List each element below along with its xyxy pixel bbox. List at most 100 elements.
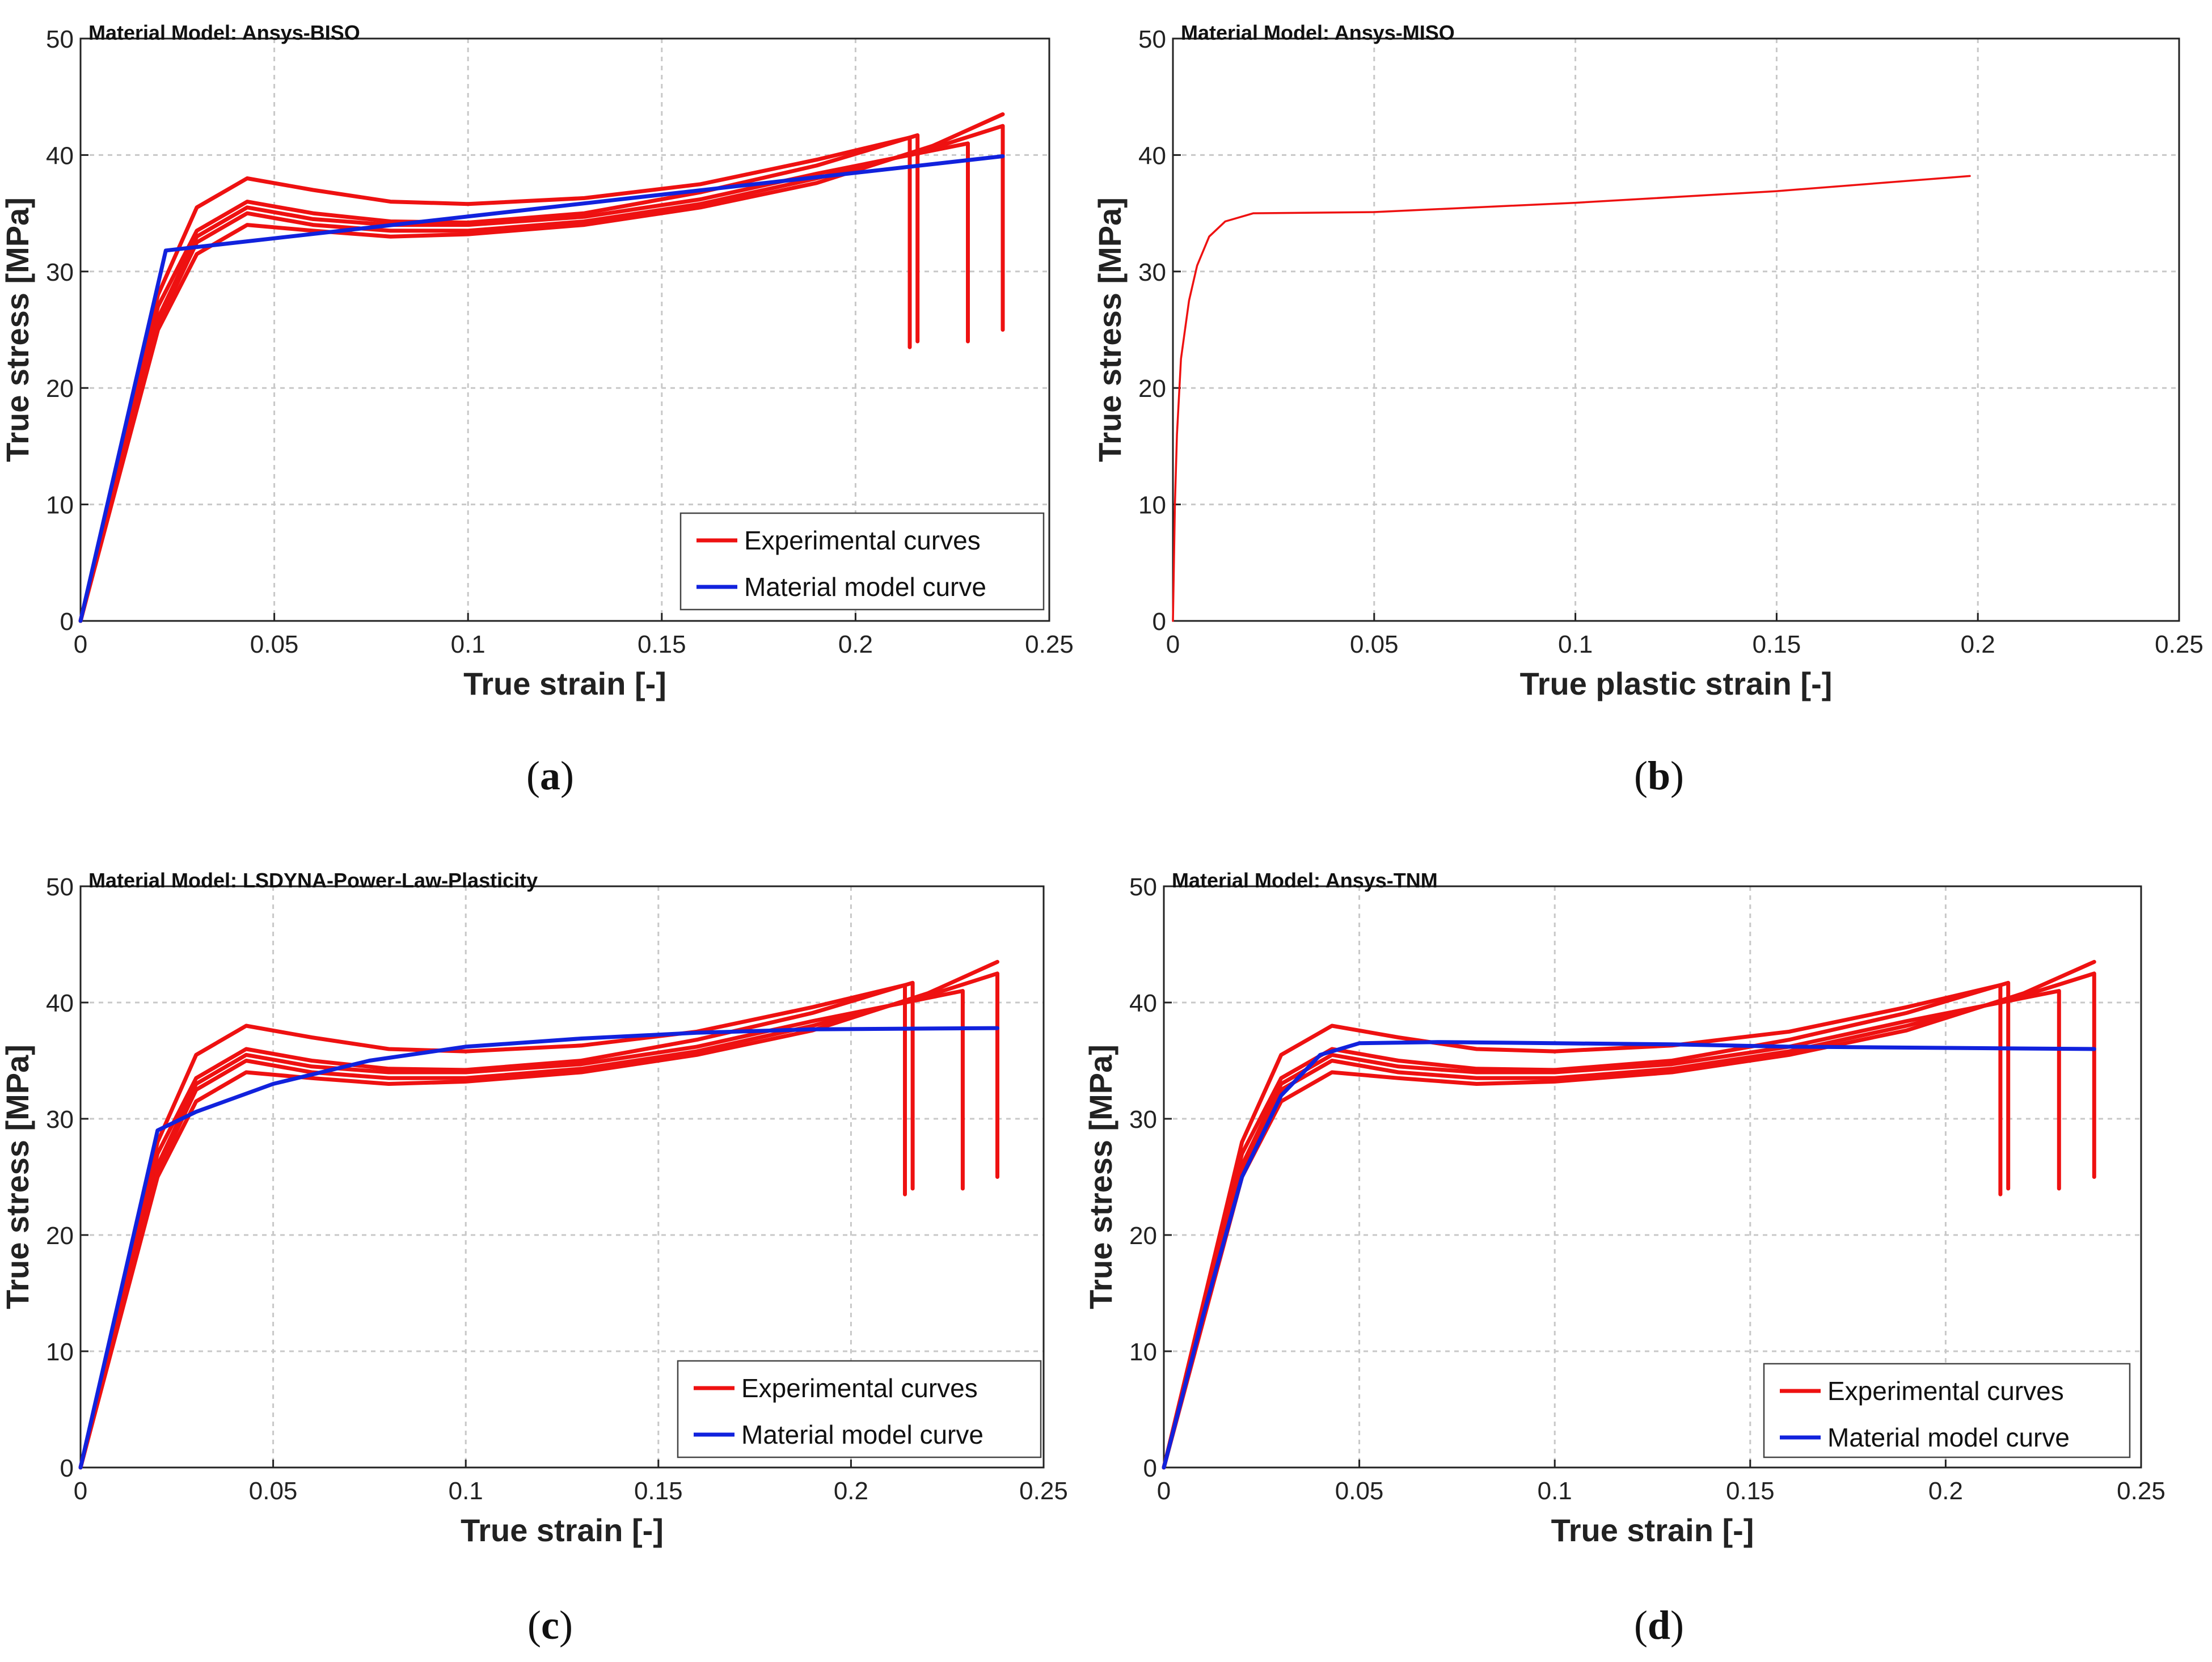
- y-tick-label: 20: [46, 1222, 74, 1250]
- axes-frame: [79, 885, 1045, 1469]
- y-tick-label: 50: [1129, 873, 1157, 901]
- x-tick-label: 0.05: [1350, 631, 1399, 658]
- caption-a: (a): [526, 753, 574, 798]
- x-tick-label: 0.1: [451, 631, 486, 658]
- y-tick-label: 40: [46, 989, 74, 1017]
- legend-label-experimental-curves: Experimental curves: [1827, 1376, 2064, 1406]
- x-tick-label: 0.15: [634, 1477, 683, 1505]
- y-tick-label: 10: [46, 1338, 74, 1366]
- series-model-curve: [78, 1026, 999, 1470]
- x-tick-label: 0.15: [1726, 1477, 1775, 1505]
- series-experimental-curve-4: [1162, 971, 2096, 1470]
- x-tick-label: 0.05: [249, 1477, 298, 1505]
- series-model-curve: [78, 154, 1005, 623]
- series-experimental-curve-1: [78, 983, 907, 1470]
- y-tick-label: 0: [60, 1454, 74, 1482]
- y-tick-label: 40: [1138, 142, 1166, 170]
- x-tick-label: 0: [1157, 1477, 1171, 1505]
- series-model-curve: [1162, 1040, 2096, 1470]
- caption-c: (c): [527, 1602, 573, 1648]
- y-tick-label: 20: [1129, 1222, 1157, 1250]
- legend-box: [679, 512, 1045, 611]
- caption-d: (d): [1634, 1602, 1684, 1648]
- y-tick-label: 30: [1129, 1106, 1157, 1134]
- panel-a: 0 0.05 0.1 0.15 0.2 0.25 0 10 20 30 40 50 Material M…: [0, 21, 1074, 701]
- y-tick-label: 10: [1138, 492, 1166, 519]
- y-tick-label: 40: [1129, 989, 1157, 1017]
- chart-title: Material Model: Ansys-TNM: [1172, 869, 1438, 892]
- plot-area: [1173, 39, 2179, 621]
- y-axis-label: True stress [MPa]: [1083, 1044, 1118, 1309]
- panel-b: 0 0.05 0.1 0.15 0.2 0.25 0 10 20 30 40 50 Material M…: [1092, 21, 2203, 701]
- legend-box: [677, 1360, 1042, 1458]
- x-tick-label: 0: [74, 631, 87, 658]
- axes-frame: [1172, 37, 2180, 622]
- x-tick-label: 0.05: [1335, 1477, 1384, 1505]
- y-tick-label: 50: [1138, 26, 1166, 53]
- legend-label-experimental-curves: Experimental curves: [741, 1373, 978, 1403]
- y-tick-label: 50: [46, 26, 74, 53]
- panel-c: 0 0.05 0.1 0.15 0.2 0.25 0 10 20 30 40 50 Material M…: [0, 869, 1068, 1548]
- legend: Experimental curves Material model curve: [1763, 1363, 2131, 1458]
- x-tick-label: 0.1: [449, 1477, 483, 1505]
- legend-box: [1763, 1363, 2131, 1458]
- y-axis-label: True stress [MPa]: [0, 1044, 35, 1309]
- x-tick-label: 0.15: [638, 631, 686, 658]
- caption-b: (b): [1634, 753, 1684, 798]
- y-axis-label: True stress [MPa]: [1092, 197, 1128, 462]
- x-tick-label: 0.2: [1928, 1477, 1963, 1505]
- legend-label-material-model-curve: Material model curve: [741, 1420, 983, 1449]
- y-axis-label: True stress [MPa]: [0, 197, 35, 462]
- x-tick-label: 0.1: [1538, 1477, 1572, 1505]
- y-tick-label: 50: [46, 873, 74, 901]
- series-experimental-curve-5: [1162, 959, 2096, 1470]
- x-tick-label: 0.05: [250, 631, 299, 658]
- series-experimental-curve-2: [1162, 980, 2011, 1470]
- x-tick-label: 0.2: [834, 1477, 868, 1505]
- y-tick-label: 20: [1138, 375, 1166, 403]
- x-axis-label: True strain [-]: [461, 1512, 664, 1548]
- x-tick-label: 0.2: [1961, 631, 1995, 658]
- series-experimental-curve-1: [78, 136, 912, 623]
- legend: Experimental curves Material model curve: [679, 512, 1045, 611]
- x-tick-label: 0.15: [1753, 631, 1801, 658]
- x-tick-label: 0: [1166, 631, 1180, 658]
- y-tick-label: 10: [46, 492, 74, 519]
- legend-label-material-model-curve: Material model curve: [1827, 1423, 2070, 1452]
- axes-frame: [79, 37, 1050, 622]
- axes-frame: [1163, 885, 2142, 1469]
- y-tick-label: 0: [1153, 608, 1166, 636]
- y-tick-label: 40: [46, 142, 74, 170]
- chart-title: Material Model: Ansys-BISO: [88, 21, 360, 44]
- x-axis-label: True strain [-]: [1551, 1512, 1754, 1548]
- x-tick-label: 0: [74, 1477, 87, 1505]
- x-axis-label: True strain [-]: [463, 666, 666, 701]
- y-tick-label: 30: [46, 259, 74, 286]
- x-tick-label: 0.25: [1025, 631, 1074, 658]
- x-tick-label: 0.2: [838, 631, 873, 658]
- series-experimental-curve-1: [1172, 175, 1971, 622]
- series-experimental-curve-3: [1162, 989, 2061, 1470]
- x-tick-label: 0.25: [1019, 1477, 1068, 1505]
- series-experimental-curve-1: [1162, 983, 2003, 1470]
- x-tick-label: 0.25: [2155, 631, 2203, 658]
- series-experimental-curve-3: [78, 141, 970, 623]
- y-tick-label: 0: [60, 608, 74, 636]
- y-tick-label: 30: [46, 1106, 74, 1134]
- y-tick-label: 10: [1129, 1338, 1157, 1366]
- chart-title: Material Model: Ansys-MISO: [1181, 21, 1455, 44]
- y-tick-label: 20: [46, 375, 74, 403]
- series-experimental-curve-3: [78, 989, 965, 1470]
- series-experimental-curve-2: [78, 980, 915, 1470]
- panel-d: 0 0.05 0.1 0.15 0.2 0.25 0 10 20 30 40 50 Material M…: [1083, 869, 2165, 1548]
- x-tick-label: 0.25: [2117, 1477, 2165, 1505]
- y-tick-label: 30: [1138, 259, 1166, 286]
- series-experimental-curve-4: [78, 971, 999, 1470]
- legend: Experimental curves Material model curve: [677, 1360, 1042, 1458]
- series-experimental-curve-4: [78, 124, 1005, 623]
- x-tick-label: 0.1: [1558, 631, 1593, 658]
- x-axis-label: True plastic strain [-]: [1520, 666, 1833, 701]
- legend-label-material-model-curve: Material model curve: [744, 572, 986, 602]
- legend-label-experimental-curves: Experimental curves: [744, 526, 981, 555]
